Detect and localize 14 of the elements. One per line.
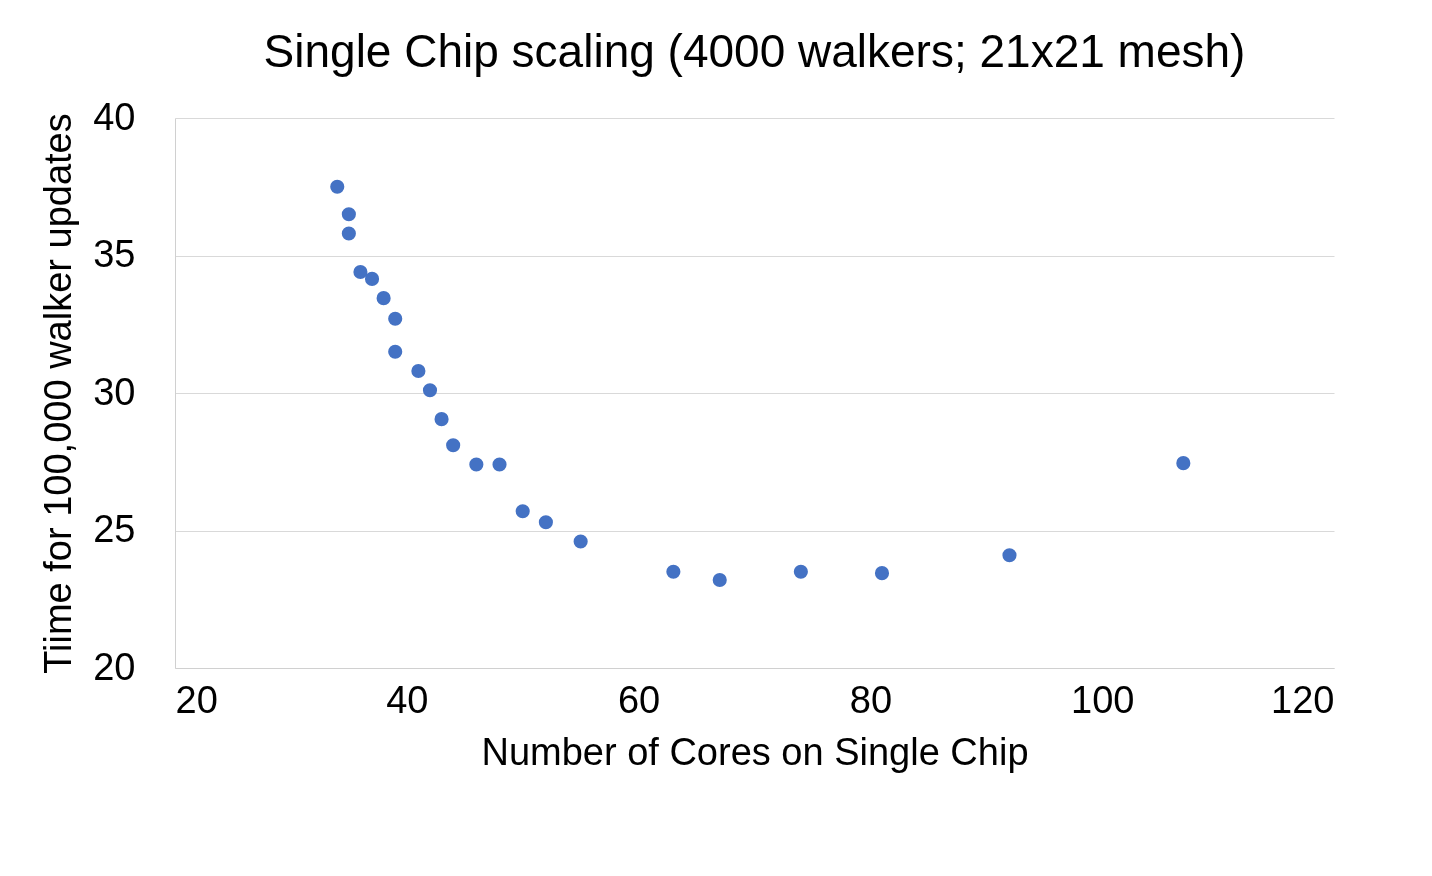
y-tick-label: 25 [93, 508, 136, 550]
y-axis-title: Tiime for 100,000 walker updates [37, 113, 80, 674]
x-tick-label: 20 [175, 678, 218, 721]
y-tick-label: 40 [93, 95, 136, 138]
y-tick-label: 30 [93, 370, 136, 413]
x-axis-title: Number of Cores on Single Chip [481, 730, 1029, 773]
y-tick-label: 20 [93, 645, 136, 688]
x-tick-label: 100 [1071, 678, 1135, 721]
x-tick-label: 60 [617, 678, 661, 721]
chart-title: Single Chip scaling (4000 walkers; 21x21 mesh) [263, 25, 1246, 77]
x-tick-label: 120 [1271, 678, 1335, 721]
x-tick-label: 40 [386, 678, 429, 721]
x-tick-label: 80 [849, 678, 893, 721]
y-tick-label: 35 [93, 233, 136, 275]
